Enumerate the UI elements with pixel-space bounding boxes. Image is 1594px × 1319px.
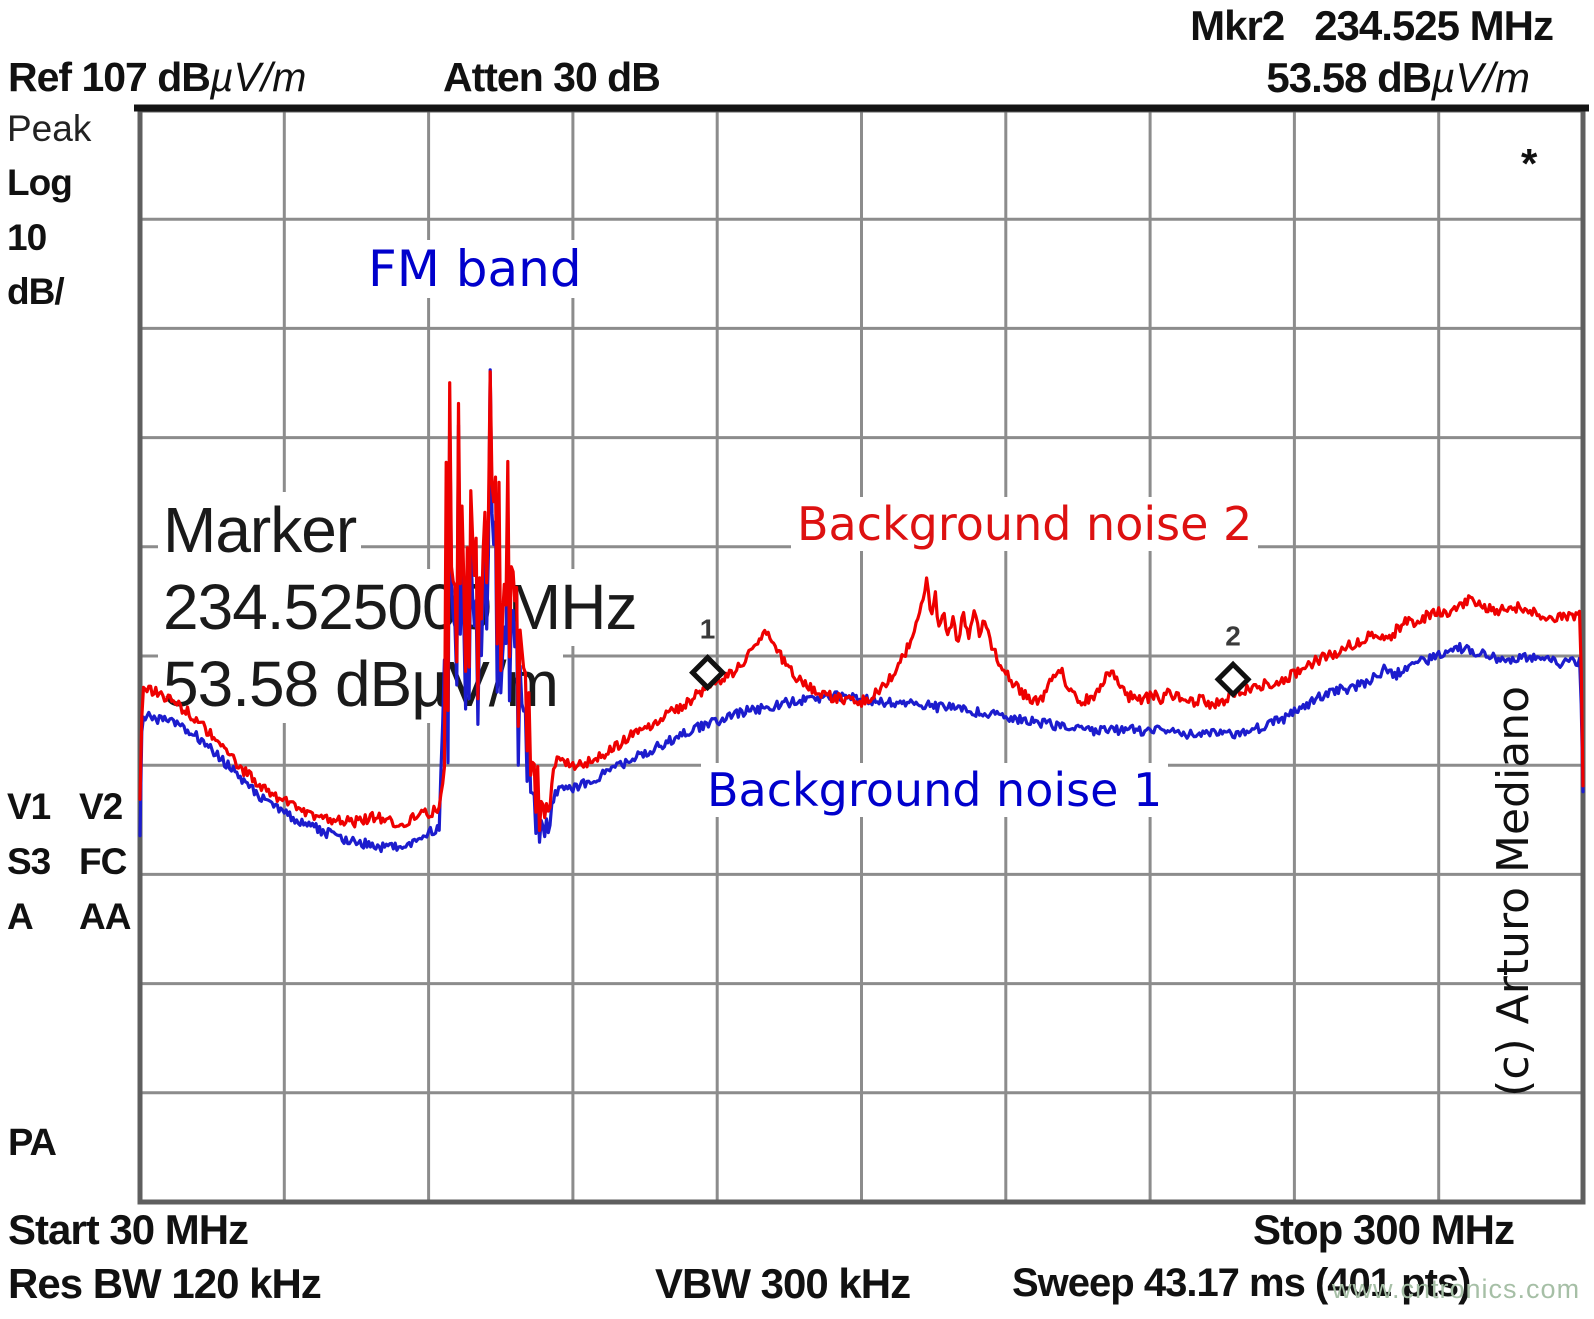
- marker-readout-level: 53.58 dBµV/m: [158, 646, 563, 723]
- start-frequency-label: Start 30 MHz: [8, 1206, 249, 1253]
- reference-level-unit: µV/m: [209, 54, 307, 100]
- marker2-level-unit: µV/m: [1431, 54, 1530, 101]
- annunciator-aa: AA: [79, 896, 131, 937]
- reference-level-readout: Ref 107 dBµV/m: [8, 54, 306, 101]
- fm-band-annotation: FM band: [362, 240, 588, 298]
- marker2-level-readout: 53.58 dBµV/m: [1266, 54, 1530, 102]
- annunciator-s3: S3: [7, 841, 51, 882]
- attenuation-readout: Atten 30 dB: [443, 54, 661, 100]
- marker-readout-overlay: Marker 234.525000 MHz 53.58 dBµV/m: [158, 492, 642, 723]
- annunciator-v2: V2: [79, 786, 123, 827]
- sweep-time-label: Sweep 43.17 ms (401 pts): [1012, 1261, 1471, 1305]
- marker2-label: Mkr2: [1190, 2, 1285, 49]
- scale-unit-label: dB/: [7, 271, 65, 312]
- marker2-level-value: 53.58 dB: [1266, 54, 1432, 101]
- background-noise-1-annotation: Background noise 1: [701, 763, 1169, 817]
- marker2-readout: Mkr2 234.525 MHz: [1190, 2, 1554, 50]
- annunciator-row-v1-v2: V1 V2: [7, 786, 123, 828]
- watermark-text: www.cntronics.com: [1332, 1274, 1581, 1304]
- marker-readout-frequency: 234.525000 MHz: [158, 569, 642, 646]
- video-bandwidth-label: VBW 300 kHz: [655, 1260, 911, 1307]
- annunciator-v1: V1: [7, 786, 51, 827]
- marker-readout-title: Marker: [158, 492, 362, 569]
- annunciator-row-a-aa: A AA: [7, 896, 131, 938]
- resolution-bandwidth-label: Res BW 120 kHz: [8, 1260, 322, 1307]
- annunciator-pa: PA: [8, 1122, 57, 1164]
- scale-type-label: Log: [7, 162, 73, 203]
- annunciator-a: A: [7, 896, 34, 937]
- detector-mode-label: Peak: [7, 108, 92, 149]
- svg-text:2: 2: [1225, 620, 1241, 651]
- credit-text: (c) Arturo Mediano: [1488, 686, 1539, 1097]
- svg-text:1: 1: [700, 614, 716, 645]
- annunciator-fc: FC: [79, 841, 127, 882]
- stop-frequency-label: Stop 300 MHz: [1252, 1206, 1515, 1253]
- scale-value-label: 10: [7, 217, 47, 258]
- background-noise-2-annotation: Background noise 2: [791, 497, 1259, 551]
- annunciator-row-s3-fc: S3 FC: [7, 841, 127, 883]
- marker2-frequency: 234.525 MHz: [1314, 2, 1554, 49]
- uncal-annunciator: *: [1521, 140, 1538, 187]
- reference-level-value: Ref 107 dB: [8, 54, 211, 100]
